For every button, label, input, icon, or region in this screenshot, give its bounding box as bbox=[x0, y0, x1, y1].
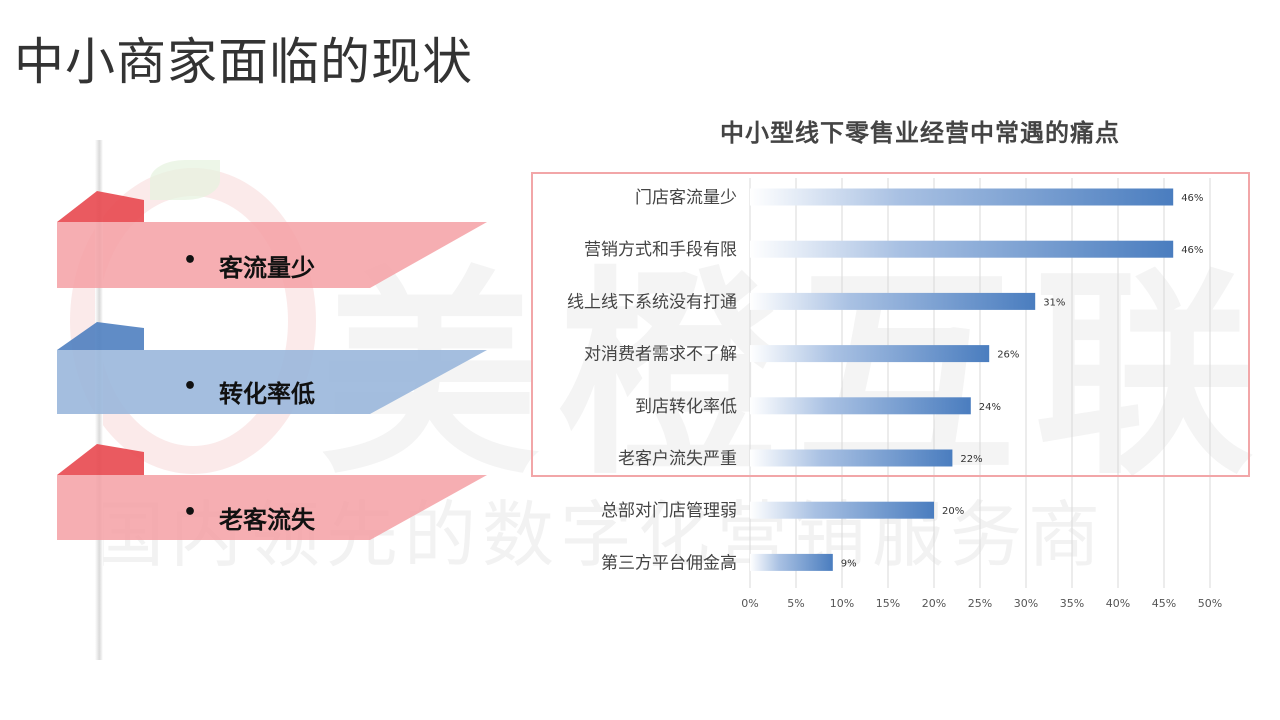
category-label: 对消费者需求不了解 bbox=[584, 345, 737, 365]
data-label: 9% bbox=[841, 558, 857, 569]
x-tick-label: 35% bbox=[1060, 597, 1084, 610]
x-tick-label: 20% bbox=[922, 597, 946, 610]
ribbon-3 bbox=[57, 444, 487, 540]
x-tick-label: 30% bbox=[1014, 597, 1038, 610]
category-label: 第三方平台佣金高 bbox=[601, 553, 737, 573]
x-tick-label: 10% bbox=[830, 597, 854, 610]
category-label: 总部对门店管理弱 bbox=[601, 501, 737, 521]
ribbon-3-bullet: • bbox=[183, 500, 198, 525]
x-tick-label: 5% bbox=[787, 597, 804, 610]
ribbon-1-body bbox=[57, 222, 487, 288]
x-tick-label: 50% bbox=[1198, 597, 1222, 610]
ribbon-2 bbox=[57, 322, 487, 414]
bar bbox=[750, 501, 934, 519]
x-tick-label: 15% bbox=[876, 597, 900, 610]
bar bbox=[750, 292, 1036, 310]
data-label: 31% bbox=[1043, 297, 1065, 308]
highlight-box bbox=[531, 172, 1250, 477]
ribbon-2-label: 转化率低 bbox=[219, 380, 315, 408]
ribbon-2-tab bbox=[57, 322, 144, 350]
ribbon-3-label: 老客流失 bbox=[219, 506, 315, 534]
x-tick-label: 25% bbox=[968, 597, 992, 610]
bar bbox=[750, 240, 1174, 258]
ribbon-3-tab bbox=[57, 444, 144, 475]
x-tick-label: 40% bbox=[1106, 597, 1130, 610]
category-label: 门店客流量少 bbox=[635, 188, 737, 208]
bar bbox=[750, 553, 833, 571]
ribbon-1-tab bbox=[57, 191, 144, 222]
ribbon-1-label: 客流量少 bbox=[219, 254, 315, 282]
ribbon-2-body bbox=[57, 350, 487, 414]
page-title: 中小商家面临的现状 bbox=[14, 33, 473, 91]
ribbon-1-bullet: • bbox=[183, 248, 198, 273]
ribbon-shapes bbox=[57, 191, 487, 540]
data-label: 46% bbox=[1181, 245, 1203, 256]
data-label: 22% bbox=[960, 454, 982, 465]
data-label: 20% bbox=[942, 506, 964, 517]
bar bbox=[750, 397, 971, 415]
bar bbox=[750, 188, 1174, 206]
watermark-leaf bbox=[150, 160, 220, 200]
x-tick-label: 0% bbox=[741, 597, 758, 610]
data-label: 24% bbox=[979, 402, 1001, 413]
data-label: 26% bbox=[997, 350, 1019, 361]
chart-title: 中小型线下零售业经营中常遇的痛点 bbox=[720, 119, 1120, 147]
ribbon-3-body bbox=[57, 475, 487, 540]
bar bbox=[750, 449, 953, 467]
category-label: 到店转化率低 bbox=[635, 397, 737, 417]
data-label: 46% bbox=[1181, 193, 1203, 204]
category-label: 线上线下系统没有打通 bbox=[567, 292, 737, 312]
bar bbox=[750, 345, 990, 363]
ribbon-1 bbox=[57, 191, 487, 288]
ribbon-2-bullet: • bbox=[183, 374, 198, 399]
x-tick-label: 45% bbox=[1152, 597, 1176, 610]
category-label: 老客户流失严重 bbox=[618, 449, 737, 469]
category-label: 营销方式和手段有限 bbox=[584, 240, 737, 260]
